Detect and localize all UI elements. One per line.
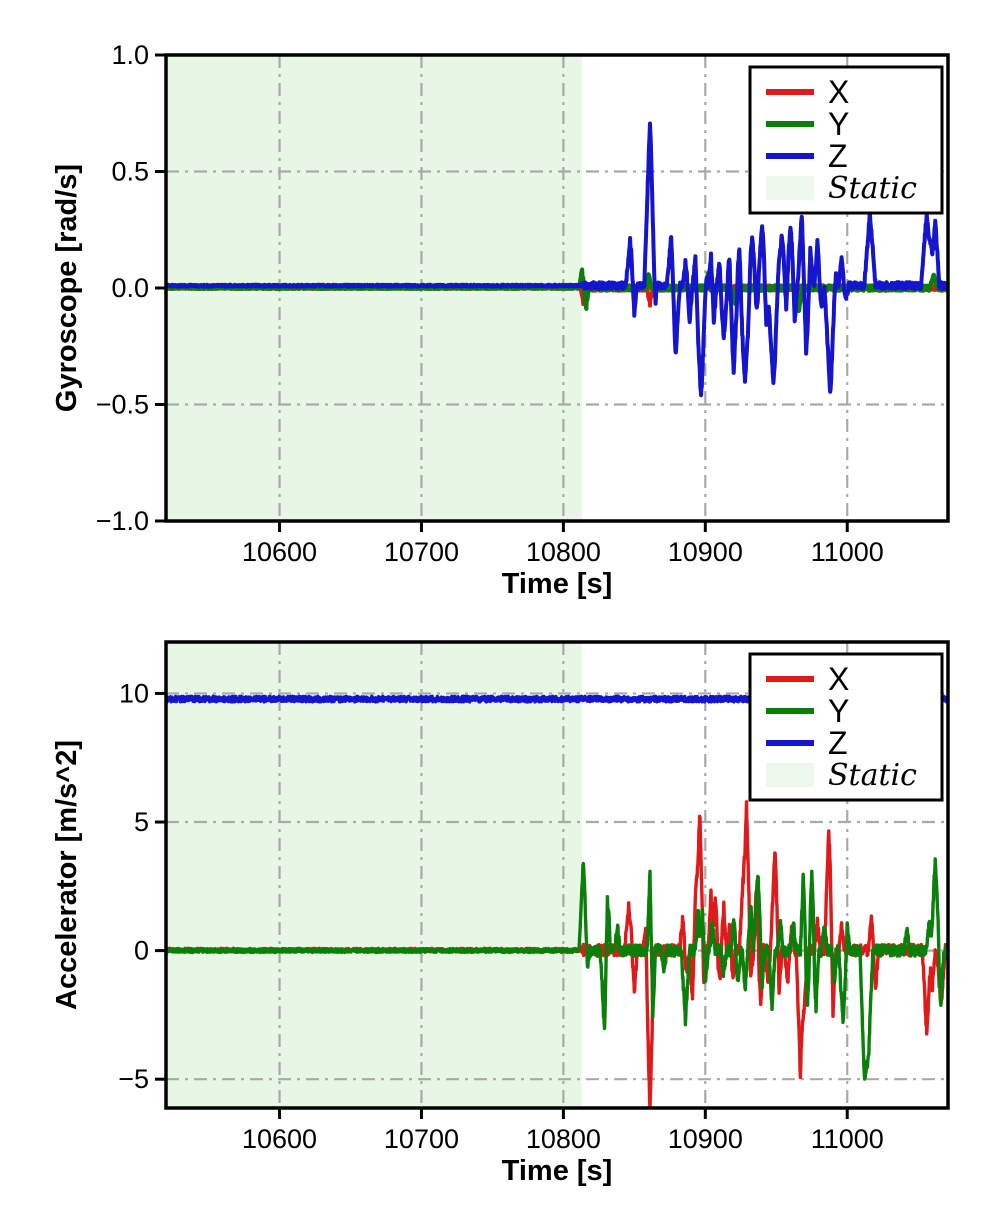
x-tick-label: 10600 bbox=[242, 537, 317, 567]
x-tick-label: 10900 bbox=[668, 1124, 743, 1154]
y-tick-label: −5 bbox=[118, 1064, 149, 1094]
legend-label-x: X bbox=[828, 74, 849, 110]
y-tick-label: −1.0 bbox=[96, 506, 149, 536]
x-tick-label: 10900 bbox=[668, 537, 743, 567]
legend-label-x: X bbox=[828, 661, 849, 697]
y-tick-label: 0.5 bbox=[111, 157, 149, 187]
axes-spines bbox=[164, 640, 950, 1110]
legend-label-y: Y bbox=[828, 106, 849, 142]
legend-label-y: Y bbox=[828, 693, 849, 729]
y-tick-label: 0 bbox=[134, 936, 149, 966]
legend-label-static: Static bbox=[828, 758, 917, 793]
y-tick-label: 10 bbox=[119, 678, 149, 708]
x-tick-label: 11000 bbox=[811, 537, 884, 567]
x-tick-label: 10600 bbox=[242, 1124, 317, 1154]
y-tick-label: 5 bbox=[134, 807, 149, 837]
x-tick-label: 10800 bbox=[526, 537, 601, 567]
x-axis-label: Time [s] bbox=[502, 568, 613, 600]
x-tick-label: 10700 bbox=[384, 1124, 459, 1154]
x-tick-label: 10700 bbox=[384, 537, 459, 567]
series-group bbox=[166, 121, 948, 398]
gyroscope-z-line bbox=[166, 121, 948, 398]
x-axis-label: Time [s] bbox=[502, 1155, 613, 1187]
x-tick-label: 11000 bbox=[811, 1124, 884, 1154]
y-tick-label: 0.0 bbox=[111, 273, 149, 303]
legend-swatch-static bbox=[766, 763, 814, 787]
legend-label-static: Static bbox=[828, 171, 917, 206]
y-tick-label: 1.0 bbox=[111, 40, 149, 70]
y-axis-label: Accelerator [m/s^2] bbox=[51, 740, 83, 1010]
legend-label-z: Z bbox=[828, 725, 848, 761]
static-region bbox=[166, 642, 582, 1108]
y-axis-label: Gyroscope [rad/s] bbox=[51, 164, 83, 412]
subplot-gyroscope: 10600 10700 10800 10900 11000 1.0 0.5 0.0 −0.5 −1… bbox=[51, 40, 950, 600]
subplot-accelerator: 10600 10700 10800 10900 11000 10 5 0 −5 Time [s] A… bbox=[51, 640, 950, 1187]
x-tick-label: 10800 bbox=[526, 1124, 601, 1154]
legend-swatch-static bbox=[766, 176, 814, 200]
legend-label-z: Z bbox=[828, 138, 848, 174]
accelerator-y-line bbox=[166, 857, 948, 1081]
y-tick-label: −0.5 bbox=[96, 390, 149, 420]
